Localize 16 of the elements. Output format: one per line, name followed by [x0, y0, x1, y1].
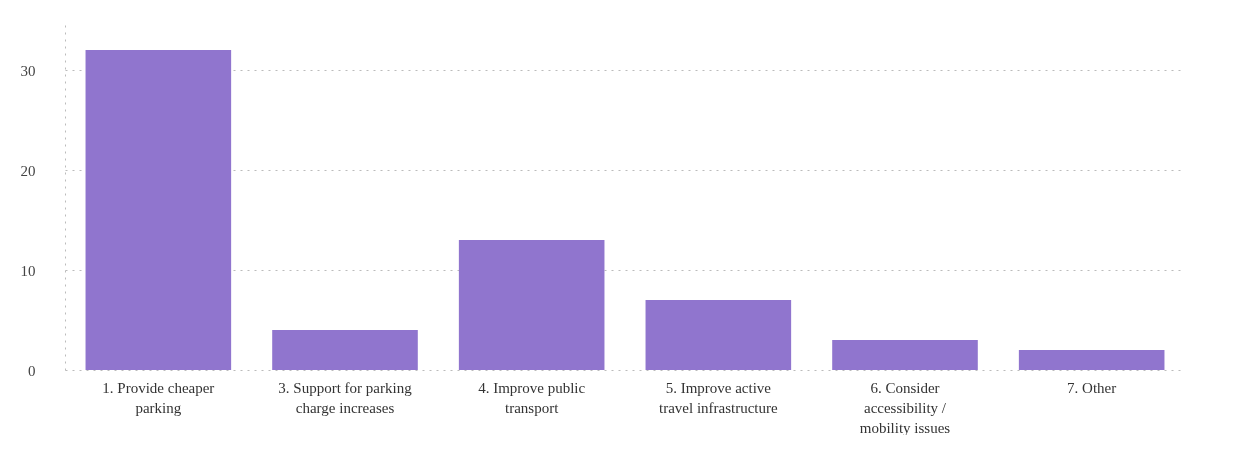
x-tick-label: 5. Improve active travel infrastructure — [658, 379, 779, 416]
x-tick-label: 4. Improve public transport — [478, 379, 586, 416]
bar — [1018, 350, 1165, 370]
x-tick-label: 1. Provide cheaper parking — [102, 379, 215, 416]
x-tick-label: 3. Support for parking charge increases — [278, 379, 413, 416]
bar — [645, 300, 792, 370]
bar — [85, 50, 232, 370]
y-tick-label: 0 — [28, 362, 36, 379]
x-tick-label: 6. Consider accessibility / mobility issues — [859, 379, 951, 436]
x-tick-label: 7. Other — [1067, 379, 1117, 396]
bar — [832, 340, 978, 370]
y-tick-label: 20 — [20, 162, 36, 179]
y-tick-label: 10 — [20, 262, 36, 279]
bar — [458, 240, 605, 370]
y-tick-label: 30 — [20, 62, 36, 79]
bar — [272, 330, 418, 370]
